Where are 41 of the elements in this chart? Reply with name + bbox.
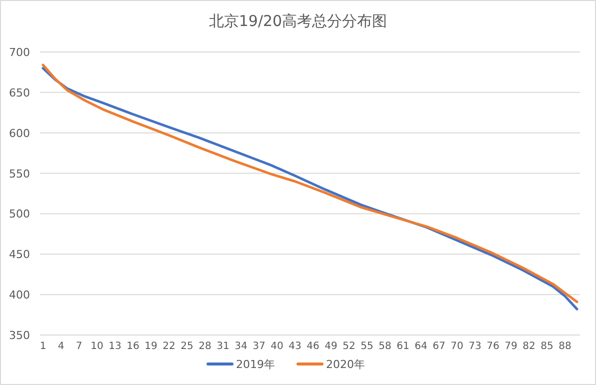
x-tick-label: 25	[180, 341, 194, 352]
y-tick-label: 600	[9, 126, 30, 140]
x-tick-label: 28	[198, 341, 212, 352]
x-tick-label: 82	[522, 341, 536, 352]
x-tick-label: 85	[540, 341, 554, 352]
x-tick-label: 46	[306, 341, 320, 352]
y-tick-label: 550	[9, 167, 30, 180]
y-tick-label: 650	[9, 86, 30, 100]
x-tick-label: 7	[76, 341, 82, 352]
x-tick-label: 70	[450, 341, 464, 352]
y-tick-label: 700	[9, 46, 30, 59]
y-tick-label: 500	[9, 208, 30, 221]
legend-label: 2020年	[326, 358, 365, 371]
x-tick-label: 1	[40, 341, 46, 352]
x-tick-label: 4	[58, 341, 64, 352]
x-tick-label: 58	[378, 341, 392, 352]
x-tick-label: 10	[90, 341, 104, 352]
x-tick-label: 16	[126, 341, 140, 352]
x-tick-label: 88	[558, 341, 572, 352]
x-tick-label: 73	[468, 341, 482, 352]
x-tick-label: 55	[360, 341, 374, 352]
title: 北京19/20高考总分分布图	[208, 12, 388, 30]
y-tick-label: 400	[9, 288, 30, 302]
x-tick-label: 19	[144, 341, 158, 352]
x-tick-label: 61	[396, 341, 410, 352]
x-tick-label: 64	[414, 341, 428, 352]
legend-label: 2019年	[236, 358, 275, 371]
x-tick-label: 49	[324, 341, 338, 352]
y-tick-label: 450	[9, 248, 30, 262]
x-tick-label: 43	[288, 341, 302, 352]
x-tick-label: 37	[252, 341, 266, 352]
x-tick-label: 31	[216, 341, 230, 352]
x-tick-label: 52	[342, 341, 356, 352]
x-tick-label: 40	[270, 341, 284, 352]
x-tick-label: 34	[234, 341, 248, 352]
x-tick-label: 79	[504, 341, 518, 352]
x-tick-label: 13	[108, 341, 122, 352]
x-tick-label: 76	[486, 341, 500, 352]
x-tick-label: 22	[162, 341, 176, 352]
y-tick-label: 350	[9, 329, 30, 342]
x-tick-label: 67	[432, 341, 446, 352]
